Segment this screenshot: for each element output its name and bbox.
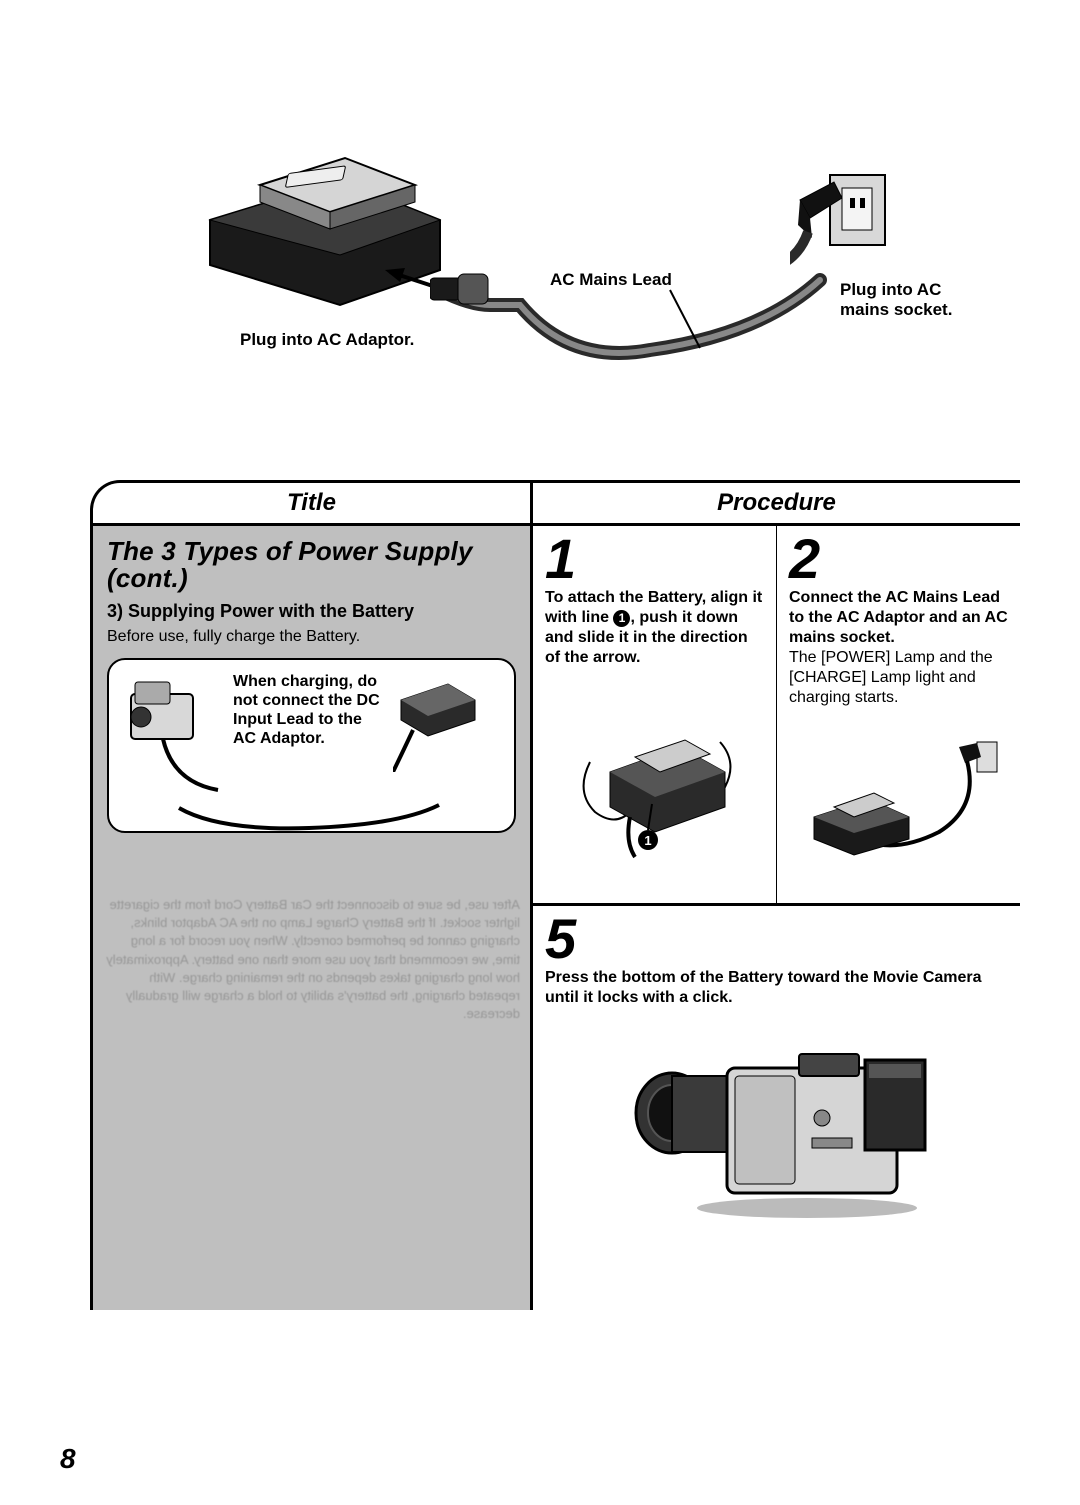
adaptor-mini-illustration <box>393 672 483 742</box>
procedure-column-header: Procedure <box>533 483 1020 526</box>
top-connection-diagram: Plug into AC Adaptor. AC Mains Lead Plug… <box>90 100 1020 380</box>
mains-lead-cable <box>430 250 830 370</box>
camera-mini-illustration <box>123 672 223 772</box>
section-heading: The 3 Types of Power Supply (cont.) <box>107 538 516 593</box>
wall-socket-illustration <box>790 170 890 270</box>
step-5-text: Press the bottom of the Battery toward t… <box>545 968 1008 1008</box>
procedure-column: Procedure 1 To attach the Battery, align… <box>533 483 1020 1310</box>
step-1-text: To attach the Battery, align it with lin… <box>545 588 764 668</box>
title-column: Title The 3 Types of Power Supply (cont.… <box>93 483 533 1310</box>
step-1-illustration: 1 <box>545 668 764 895</box>
step-2-text-plain: The [POWER] Lamp and the [CHARGE] Lamp l… <box>789 649 993 706</box>
section-note: Before use, fully charge the Battery. <box>107 628 516 646</box>
ac-adaptor-illustration <box>190 130 460 310</box>
step-2-text: Connect the AC Mains Lead to the AC Adap… <box>789 588 1008 708</box>
title-column-header: Title <box>93 483 530 526</box>
step-1-number: 1 <box>545 534 764 584</box>
callout-text: When charging, do not connect the DC Inp… <box>233 672 383 749</box>
label-plug-adaptor: Plug into AC Adaptor. <box>240 330 414 350</box>
manual-page: Plug into AC Adaptor. AC Mains Lead Plug… <box>0 0 1080 1505</box>
step-2-cell: 2 Connect the AC Mains Lead to the AC Ad… <box>777 526 1020 903</box>
title-body: The 3 Types of Power Supply (cont.) 3) S… <box>93 526 530 1310</box>
charging-warning-callout: When charging, do not connect the DC Inp… <box>107 658 516 833</box>
section-subheading: 3) Supplying Power with the Battery <box>107 601 516 622</box>
svg-text:1: 1 <box>644 833 651 848</box>
page-number: 8 <box>60 1443 76 1475</box>
procedure-top-row: 1 To attach the Battery, align it with l… <box>533 526 1020 906</box>
label-mains-lead: AC Mains Lead <box>550 270 672 290</box>
label-mains-socket: Plug into AC mains socket. <box>840 280 990 321</box>
step-5-text-bold: Press the bottom of the Battery toward t… <box>545 969 982 1006</box>
circle-1-icon: 1 <box>613 610 630 627</box>
page-bleedthrough: After use, be sure to disconnect the Car… <box>103 896 520 1023</box>
step-1-cell: 1 To attach the Battery, align it with l… <box>533 526 777 903</box>
camera-illustration <box>617 1028 937 1228</box>
callout-cable <box>169 803 449 833</box>
step-2-number: 2 <box>789 534 1008 584</box>
step-2-text-bold: Connect the AC Mains Lead to the AC Adap… <box>789 589 1008 646</box>
step-5-cell: 5 Press the bottom of the Battery toward… <box>533 906 1020 1310</box>
step-2-illustration <box>789 708 1008 895</box>
instruction-table: Title The 3 Types of Power Supply (cont.… <box>90 480 1020 1310</box>
step-5-number: 5 <box>545 914 1008 964</box>
